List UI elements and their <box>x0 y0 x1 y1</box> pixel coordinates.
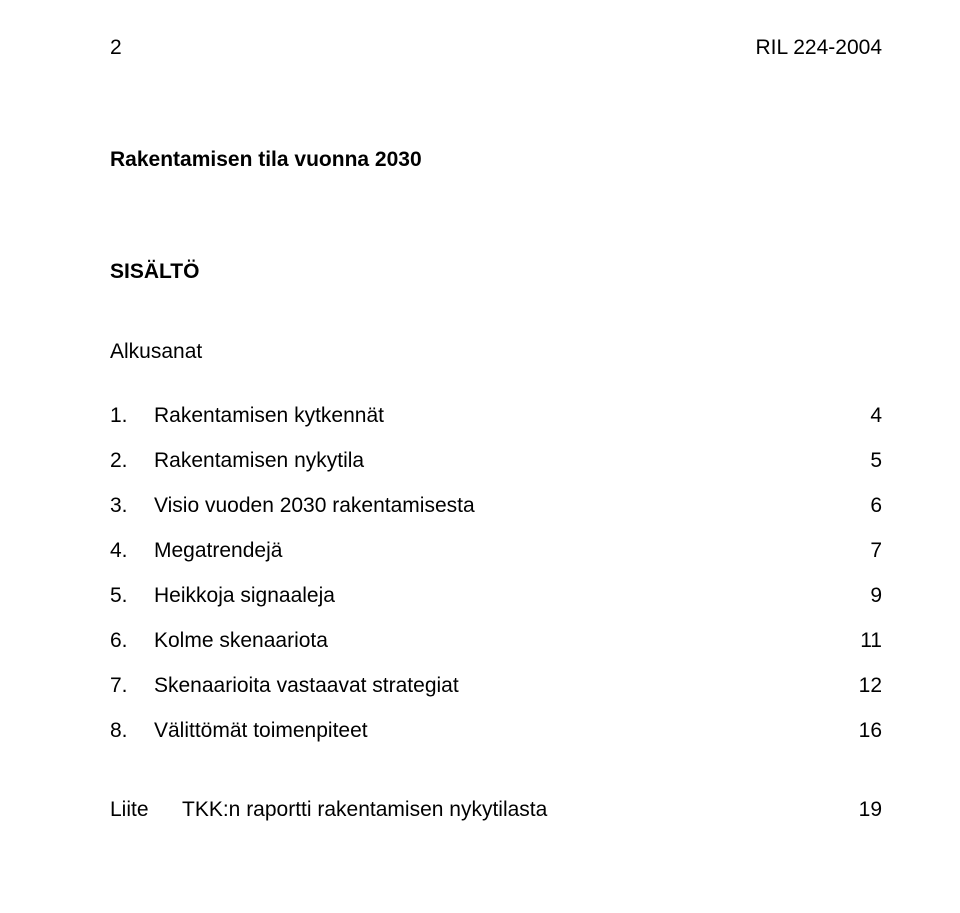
toc-item-number: 6. <box>110 629 154 653</box>
toc-item-number: 2. <box>110 449 154 473</box>
toc-item-number: 3. <box>110 494 154 518</box>
toc-item-page: 16 <box>839 719 882 743</box>
toc-item-label: Välittömät toimenpiteet <box>154 719 839 743</box>
toc-item-page: 7 <box>850 539 882 563</box>
appendix-token: Liite <box>110 798 182 822</box>
appendix-page: 19 <box>839 798 882 822</box>
doc-code: RIL 224-2004 <box>756 36 882 60</box>
toc-item: 8. Välittömät toimenpiteet 16 <box>110 719 882 743</box>
toc-item-page: 4 <box>850 404 882 428</box>
toc-item-label: Visio vuoden 2030 rakentamisesta <box>154 494 850 518</box>
page-header: 2 RIL 224-2004 <box>110 36 882 60</box>
toc-item-label: Heikkoja signaaleja <box>154 584 850 608</box>
page-number: 2 <box>110 36 122 60</box>
appendix-label: TKK:n raportti rakentamisen nykytilasta <box>182 798 839 822</box>
toc-item-number: 1. <box>110 404 154 428</box>
toc-item-page: 9 <box>850 584 882 608</box>
toc-item: 5. Heikkoja signaaleja 9 <box>110 584 882 608</box>
toc-item-number: 4. <box>110 539 154 563</box>
toc-item: 1. Rakentamisen kytkennät 4 <box>110 404 882 428</box>
page-title: Rakentamisen tila vuonna 2030 <box>110 148 882 172</box>
toc-item-label: Rakentamisen kytkennät <box>154 404 850 428</box>
foreword-label: Alkusanat <box>110 340 882 364</box>
toc-item-page: 12 <box>839 674 882 698</box>
toc-item: 3. Visio vuoden 2030 rakentamisesta 6 <box>110 494 882 518</box>
toc-heading: SISÄLTÖ <box>110 260 882 284</box>
toc-item-label: Kolme skenaariota <box>154 629 840 653</box>
toc-item-number: 8. <box>110 719 154 743</box>
toc-item: 6. Kolme skenaariota 11 <box>110 629 882 653</box>
toc-item-label: Skenaarioita vastaavat strategiat <box>154 674 839 698</box>
toc-item-page: 11 <box>840 629 882 653</box>
toc-item-label: Megatrendejä <box>154 539 850 563</box>
toc-item-number: 5. <box>110 584 154 608</box>
toc-item-number: 7. <box>110 674 154 698</box>
toc-item: 2. Rakentamisen nykytila 5 <box>110 449 882 473</box>
toc-item: 4. Megatrendejä 7 <box>110 539 882 563</box>
toc-item-label: Rakentamisen nykytila <box>154 449 850 473</box>
appendix-item: Liite TKK:n raportti rakentamisen nykyti… <box>110 798 882 822</box>
toc-item-page: 5 <box>850 449 882 473</box>
spacer <box>110 764 882 798</box>
page: 2 RIL 224-2004 Rakentamisen tila vuonna … <box>0 0 960 913</box>
toc-item-page: 6 <box>850 494 882 518</box>
toc-item: 7. Skenaarioita vastaavat strategiat 12 <box>110 674 882 698</box>
